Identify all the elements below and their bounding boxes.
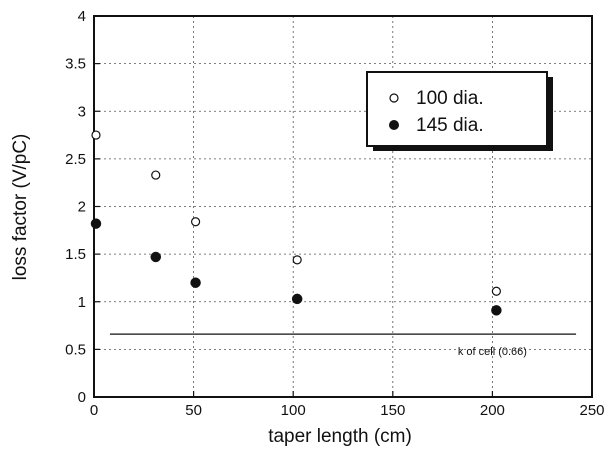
y-tick-label: 1 bbox=[78, 294, 86, 311]
legend: 100 dia. 145 dia. bbox=[366, 71, 553, 151]
data-point-145-dia bbox=[291, 293, 303, 305]
data-point-100-dia bbox=[292, 255, 302, 265]
y-tick-label: 2.5 bbox=[65, 151, 86, 168]
x-tick-label: 200 bbox=[480, 402, 505, 419]
y-tick-label: 2 bbox=[78, 199, 86, 216]
x-tick-label: 0 bbox=[90, 402, 98, 419]
data-point-145-dia bbox=[150, 251, 162, 263]
reference-line-label: k of cell (0.66) bbox=[458, 346, 527, 358]
y-tick-label: 0.5 bbox=[65, 341, 86, 358]
data-point-145-dia bbox=[491, 305, 502, 316]
legend-marker-filled bbox=[389, 120, 399, 130]
legend-label-series-1: 100 dia. bbox=[416, 88, 484, 109]
data-point-100-dia bbox=[91, 130, 101, 140]
legend-box bbox=[366, 71, 548, 147]
legend-label-series-2: 145 dia. bbox=[416, 115, 484, 136]
data-points bbox=[90, 130, 502, 316]
y-tick-label: 3 bbox=[78, 103, 86, 120]
axis-ticks: 0 50 100 150 200 250 0 0.5 1 1.5 2 2.5 3 3.5 4 bbox=[65, 8, 604, 419]
y-tick-label: 1.5 bbox=[65, 246, 86, 263]
y-tick-label: 4 bbox=[78, 8, 86, 25]
y-tick-label: 3.5 bbox=[65, 56, 86, 73]
y-axis-title: loss factor (V/pC) bbox=[10, 134, 31, 281]
data-point-145-dia bbox=[190, 277, 201, 288]
x-axis-title: taper length (cm) bbox=[268, 426, 412, 447]
x-tick-label: 150 bbox=[380, 402, 405, 419]
data-point-100-dia bbox=[190, 217, 201, 227]
y-tick-label: 0 bbox=[78, 389, 86, 406]
x-tick-label: 250 bbox=[579, 402, 604, 419]
data-point-100-dia bbox=[491, 286, 501, 296]
data-point-100-dia bbox=[151, 170, 161, 180]
data-point-145-dia bbox=[90, 218, 102, 229]
legend-marker-open bbox=[389, 93, 399, 103]
x-tick-label: 100 bbox=[281, 402, 306, 419]
x-tick-label: 50 bbox=[185, 402, 202, 419]
